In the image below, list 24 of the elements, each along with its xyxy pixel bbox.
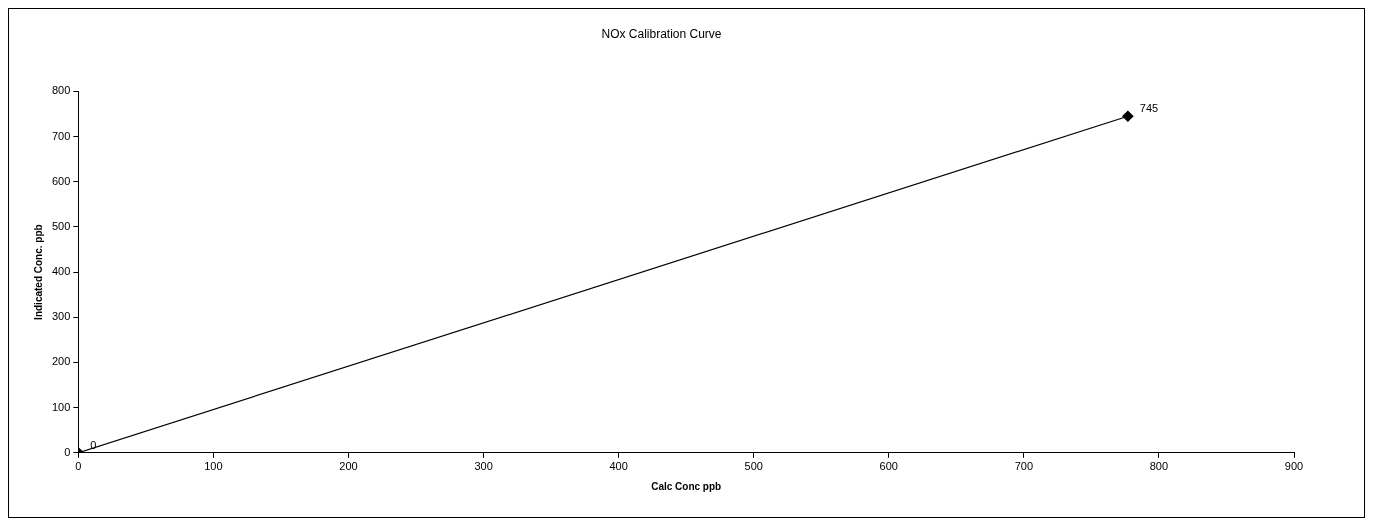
x-tick-label: 200 [339, 460, 358, 473]
chart-title: NOx Calibration Curve [601, 26, 722, 41]
y-tick-label: 300 [51, 310, 71, 323]
y-tick-label: 0 [64, 445, 71, 458]
data-label: 745 [1139, 102, 1159, 115]
x-tick-label: 700 [1014, 460, 1034, 473]
x-tick-label: 100 [204, 460, 223, 473]
x-tick-label: 800 [1149, 460, 1169, 473]
x-tick-label: 600 [879, 460, 898, 473]
y-tick-label: 600 [51, 174, 71, 187]
data-label: 0 [90, 438, 97, 451]
y-tick-label: 100 [51, 400, 71, 413]
y-tick-label: 500 [51, 219, 71, 232]
y-tick-label: 800 [51, 84, 71, 97]
x-tick-label: 900 [1284, 460, 1304, 473]
y-tick-label: 400 [51, 265, 71, 278]
x-tick-label: 300 [474, 460, 493, 473]
x-tick-label: 500 [744, 460, 763, 473]
x-tick-label: 400 [609, 460, 628, 473]
y-tick-label: 200 [51, 355, 71, 368]
x-tick-label: 0 [75, 460, 82, 473]
x-axis-title: Calc Conc ppb [651, 480, 722, 492]
y-tick-label: 700 [51, 129, 71, 142]
y-axis-title: Indicated Conc. ppb [32, 224, 44, 320]
